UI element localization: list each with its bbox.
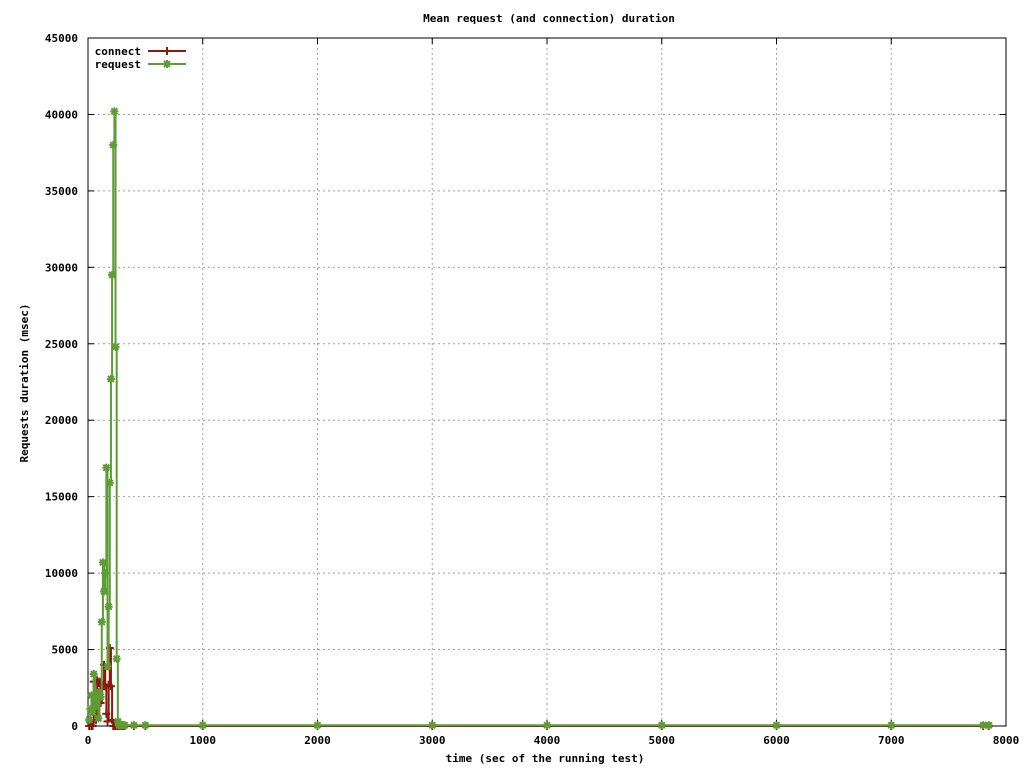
data-point-request [657, 721, 666, 730]
grid [88, 38, 1006, 726]
x-tick-label: 7000 [878, 734, 905, 747]
x-axis-label: time (sec of the running test) [446, 752, 645, 765]
y-tick-label: 5000 [52, 644, 79, 657]
data-point-request [92, 702, 101, 711]
data-point-request [97, 618, 106, 627]
data-point-connect [106, 682, 115, 691]
x-tick-label: 6000 [763, 734, 790, 747]
data-point-request [109, 141, 118, 150]
data-point-request [120, 721, 129, 730]
data-point-request [141, 721, 150, 730]
legend-marker-request [163, 60, 171, 68]
legend-label-request: request [95, 58, 141, 71]
y-tick-label: 40000 [45, 108, 78, 121]
legend-label-connect: connect [95, 45, 141, 58]
data-point-connect [103, 717, 112, 726]
data-point-request [105, 478, 114, 487]
y-axis-label: Requests duration (msec) [18, 304, 31, 463]
data-point-request [129, 721, 138, 730]
data-point-request [984, 721, 993, 730]
legend-marker-point [163, 60, 171, 68]
data-point-request [198, 721, 207, 730]
data-point-connect [102, 709, 111, 718]
y-tick-label: 35000 [45, 185, 78, 198]
legend-marker-point [163, 47, 171, 55]
data-point-request [111, 342, 120, 351]
data-point-request [85, 715, 94, 724]
data-point-request [543, 721, 551, 730]
data-point-request [428, 721, 437, 730]
x-tick-label: 3000 [419, 734, 446, 747]
data-point-request [94, 714, 103, 723]
x-tick-label: 4000 [534, 734, 561, 747]
data-point-request [887, 721, 896, 730]
legend-marker-connect [163, 47, 171, 55]
data-point-request [110, 107, 119, 116]
data-point-request [98, 558, 107, 567]
data-point-connect [108, 715, 117, 724]
y-tick-label: 20000 [45, 414, 78, 427]
y-tick-label: 0 [71, 720, 78, 733]
chart-title: Mean request (and connection) duration [423, 12, 675, 25]
x-tick-label: 8000 [993, 734, 1020, 747]
data-point-request [108, 270, 117, 279]
series-line-request [89, 110, 989, 727]
y-tick-label: 45000 [45, 32, 78, 45]
series-line-connect [89, 647, 989, 727]
plot-frame [87, 37, 1007, 727]
data-point-request [102, 463, 111, 472]
series [85, 107, 993, 730]
x-tick-label: 5000 [649, 734, 676, 747]
y-tick-label: 25000 [45, 338, 78, 351]
data-point-request [112, 654, 121, 663]
data-point-request [104, 602, 113, 611]
data-point-connect [88, 722, 97, 730]
legend: connect request [95, 45, 186, 71]
data-point-request [101, 569, 110, 578]
x-tick-label: 1000 [190, 734, 217, 747]
data-point-request [106, 374, 115, 383]
y-tick-label: 10000 [45, 567, 78, 580]
data-point-request [88, 708, 97, 717]
data-point-request [772, 721, 781, 730]
data-point-request [313, 721, 322, 730]
y-tick-label: 30000 [45, 261, 78, 274]
data-point-request [89, 670, 98, 679]
y-tick-label: 15000 [45, 491, 78, 504]
x-tick-label: 0 [85, 734, 92, 747]
ticks: 0 1000 2000 3000 4000 5000 6000 7000 8000 0 5000 10… [45, 32, 1019, 747]
x-tick-label: 2000 [304, 734, 331, 747]
data-point-request [100, 587, 109, 596]
data-point-request [103, 662, 112, 671]
data-point-request [96, 692, 105, 701]
